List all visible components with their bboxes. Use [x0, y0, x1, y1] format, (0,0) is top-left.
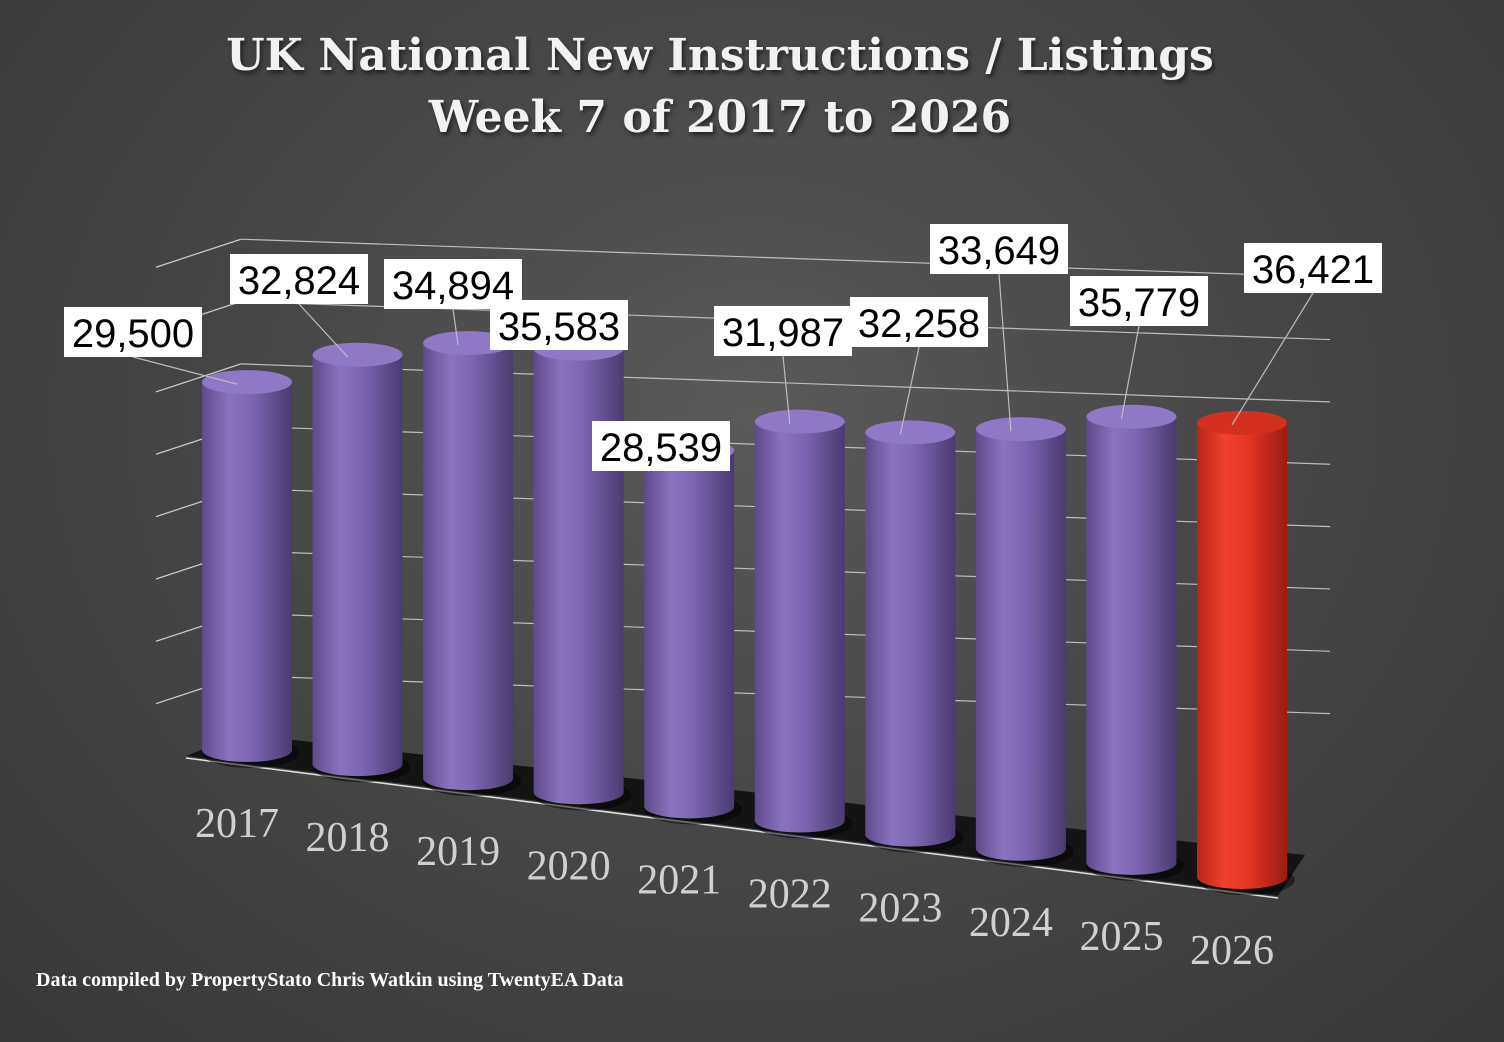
bar-body — [1086, 416, 1177, 875]
gridline-side — [155, 363, 242, 393]
data-label-box — [714, 306, 852, 356]
data-label-text: 36,421 — [1252, 248, 1374, 292]
bar-top — [754, 409, 845, 434]
data-label-2024: 33,649 — [930, 224, 1068, 274]
data-label-2018: 32,824 — [230, 254, 368, 304]
leader-line — [1120, 325, 1140, 419]
data-label-box — [1070, 276, 1208, 326]
leader-line — [998, 273, 1012, 432]
bar-body — [423, 343, 514, 791]
bar-top — [975, 417, 1066, 442]
bar-top — [202, 370, 292, 395]
data-label-box — [850, 297, 988, 347]
data-label-text: 33,649 — [938, 229, 1060, 273]
category-label-2026: 2026 — [1190, 928, 1274, 974]
bar-2019 — [423, 331, 522, 797]
category-label-2019: 2019 — [416, 829, 500, 875]
category-label-2017: 2017 — [195, 801, 279, 847]
data-label-text: 32,258 — [858, 302, 980, 346]
bar-body — [644, 450, 735, 819]
data-label-box — [64, 307, 202, 357]
leader-line — [782, 355, 791, 424]
leader-line — [132, 356, 238, 385]
gridline-side — [155, 238, 242, 268]
source-note: Data compiled by PropertyStato Chris Wat… — [36, 969, 624, 991]
category-label-2023: 2023 — [858, 886, 942, 932]
bar-top — [312, 342, 403, 367]
bar-2022 — [754, 409, 853, 839]
bar-2023 — [865, 420, 964, 853]
leader-line — [1231, 292, 1314, 426]
bar-2020 — [533, 336, 632, 811]
data-label-2026: 36,421 — [1244, 243, 1382, 293]
leader-line — [899, 346, 920, 435]
data-label-2021: 28,539 — [592, 421, 730, 471]
bar-2025 — [1086, 404, 1185, 881]
bar-body — [975, 429, 1066, 861]
data-label-text: 35,779 — [1078, 281, 1200, 325]
data-label-text: 31,987 — [722, 311, 844, 355]
gridline — [240, 238, 1331, 278]
chart-subtitle: Week 7 of 2017 to 2026 — [428, 92, 1012, 143]
bar-body — [754, 421, 845, 833]
data-label-box — [930, 224, 1068, 274]
data-label-text: 32,824 — [238, 259, 360, 303]
data-label-2023: 32,258 — [850, 297, 988, 347]
category-axis: 2017 2018 2019 2020 2021 2022 2023 2024 2025 2026 — [195, 801, 1274, 974]
chart-title: UK National New Instructions / Listings — [226, 30, 1214, 81]
data-label-text: 35,583 — [498, 305, 620, 349]
bar-2018 — [312, 342, 411, 783]
bar-body — [865, 432, 956, 847]
bar-body — [533, 348, 624, 805]
category-label-2021: 2021 — [637, 857, 721, 903]
bar-body — [312, 354, 403, 777]
data-label-text: 28,539 — [600, 426, 722, 470]
bar-2026 — [1197, 410, 1295, 895]
data-label-box — [490, 300, 628, 350]
data-label-2020: 35,583 — [490, 300, 628, 350]
data-label-2017: 29,500 — [64, 307, 202, 357]
leader-line — [298, 303, 348, 358]
category-label-2025: 2025 — [1079, 914, 1163, 960]
data-label-2019: 34,894 — [384, 259, 522, 309]
bar-top — [865, 420, 956, 445]
leader-line — [452, 308, 459, 346]
data-label-box — [230, 254, 368, 304]
data-label-2022: 31,987 — [714, 306, 852, 356]
bar-top — [1197, 410, 1287, 435]
bar-top — [1086, 404, 1177, 429]
category-label-2020: 2020 — [527, 843, 611, 889]
category-label-2018: 2018 — [306, 815, 390, 861]
bar-body — [1197, 422, 1287, 889]
bar-2021 — [644, 438, 743, 825]
data-label-box — [592, 421, 730, 471]
category-label-2024: 2024 — [969, 900, 1053, 946]
data-label-text: 29,500 — [72, 312, 194, 356]
category-label-2022: 2022 — [748, 872, 832, 918]
leader-lines — [132, 273, 1314, 435]
bar-2017 — [202, 370, 300, 768]
data-label-box — [1244, 243, 1382, 293]
bar-body — [202, 382, 292, 762]
data-label-2025: 35,779 — [1070, 276, 1208, 326]
bar-2024 — [975, 417, 1074, 867]
